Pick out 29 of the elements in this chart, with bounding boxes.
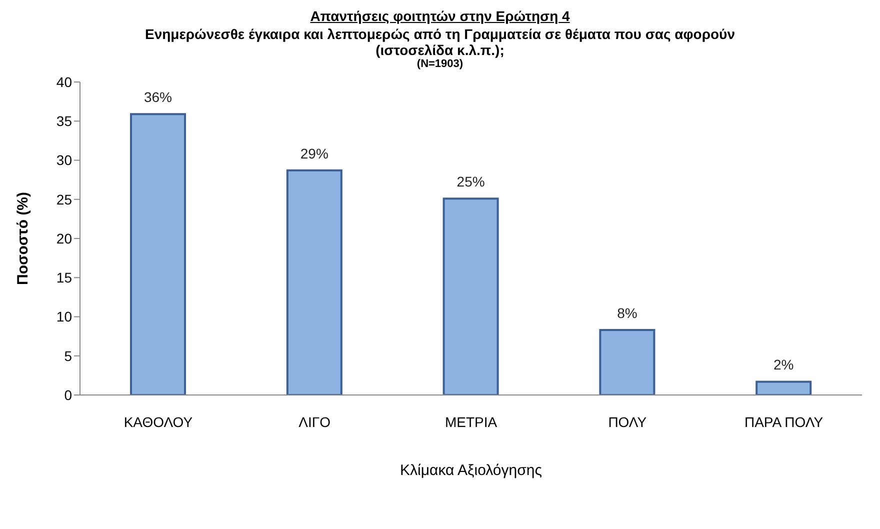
- x-tick-label: ΜΕΤΡΙΑ: [444, 414, 498, 430]
- chart-subtitle: Ενημερώνεσθε έγκαιρα και λεπτομερώς από τη Γραμματεία σε θέματα που σας αφορούν (ιστοσελίδα κ.λ.π.);: [144, 26, 736, 58]
- data-label: 8%: [617, 305, 638, 322]
- x-tick-label: ΛΙΓΟ: [298, 414, 331, 430]
- x-axis-title: Κλίμακα Αξιολόγησης: [400, 462, 542, 479]
- y-tick-label: 15: [56, 270, 72, 286]
- text: (N=1903): [416, 58, 464, 70]
- bar: [442, 198, 499, 395]
- data-label: 25%: [456, 174, 485, 190]
- y-tick-label: 30: [56, 152, 72, 168]
- chart-title: Απαντήσεις φοιτητών στην Ερώτηση 4: [309, 8, 571, 24]
- y-tick-label: 5: [64, 348, 72, 364]
- data-label: 2%: [773, 356, 794, 373]
- bar: [599, 329, 656, 395]
- bar: [286, 169, 342, 395]
- x-tick-label: ΠΟΛΥ: [608, 414, 648, 430]
- x-tick-label: ΠΑΡΑ ΠΟΛΥ: [744, 414, 824, 430]
- data-label: 29%: [300, 145, 328, 162]
- bar: [130, 113, 186, 395]
- data-label: 36%: [144, 89, 172, 106]
- bar: [756, 380, 812, 395]
- y-tick-label: 0: [64, 386, 72, 403]
- y-tick-label: 10: [56, 308, 72, 325]
- y-tick-label: 35: [56, 113, 72, 130]
- y-axis-title: Ποσοστό (%): [14, 192, 32, 286]
- y-tick-label: 40: [56, 74, 72, 90]
- y-tick-label: 25: [56, 191, 72, 208]
- x-tick-label: ΚΑΘΟΛΟΥ: [124, 414, 194, 430]
- y-tick-label: 20: [56, 230, 72, 246]
